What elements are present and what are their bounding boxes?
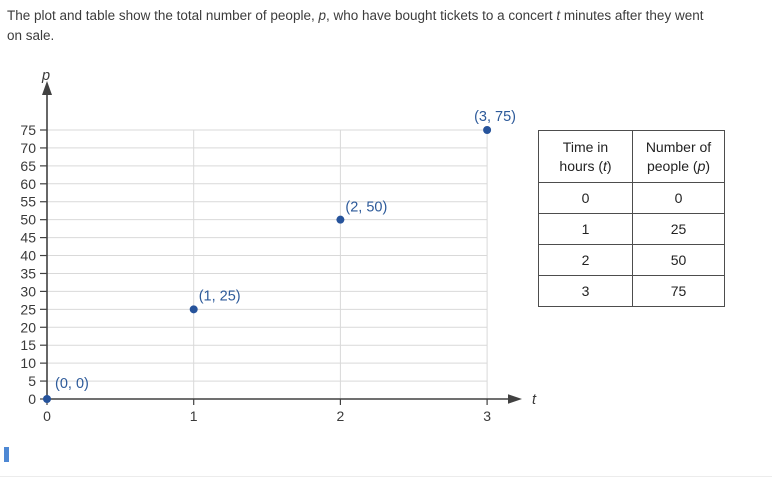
header-text: Time in: [562, 138, 609, 155]
header-text: ): [705, 157, 711, 174]
data-point-label: (0, 0): [55, 376, 89, 392]
y-tick-label: 45: [20, 230, 36, 246]
statement-text: on sale.: [7, 27, 55, 43]
x-axis-label: t: [532, 392, 537, 408]
table-header-time: Time in hours (t): [538, 130, 633, 183]
y-tick-label: 30: [20, 283, 36, 299]
y-tick-label: 50: [20, 212, 36, 228]
data-point-label: (2, 50): [345, 200, 387, 216]
y-tick-label: 55: [20, 194, 36, 210]
cell-p: 75: [632, 275, 725, 307]
data-table: Time in hours (t) Number of people (p) 0 0…: [538, 130, 725, 307]
var-p: p: [697, 157, 706, 174]
y-tick-label: 15: [20, 337, 36, 353]
statement-text: , who have bought tickets to a concert: [325, 8, 557, 23]
y-tick-label: 65: [20, 158, 36, 174]
data-point-label: (1, 25): [199, 288, 241, 304]
cell-t: 1: [538, 213, 633, 245]
y-tick-label: 35: [20, 265, 36, 281]
y-tick-label: 40: [20, 248, 36, 264]
var-t: t: [556, 8, 561, 23]
cell-t: 3: [538, 275, 633, 307]
cell-t: 0: [538, 182, 633, 214]
y-axis-arrow-icon: [42, 81, 52, 95]
statement-text: minutes after they went: [560, 8, 704, 23]
cell-p: 0: [632, 182, 725, 214]
y-tick-label: 25: [20, 301, 36, 317]
y-tick-label: 70: [20, 140, 36, 156]
x-tick-label: 0: [43, 408, 51, 424]
y-tick-label: 10: [20, 355, 36, 371]
x-axis-arrow-icon: [508, 394, 522, 404]
text-cursor: [4, 447, 9, 462]
y-tick-label: 75: [20, 122, 36, 138]
data-point: [43, 395, 51, 403]
var-p: p: [318, 8, 326, 23]
table-row: 1 25: [538, 213, 725, 245]
header-text: hours (: [559, 157, 603, 174]
table-header-row: Time in hours (t) Number of people (p): [538, 130, 725, 183]
statement-text: The plot and table show the total number…: [7, 8, 319, 23]
data-point: [336, 215, 345, 224]
header-text: ): [606, 157, 612, 174]
data-point: [483, 126, 492, 134]
divider: [0, 476, 772, 477]
table-header-people: Number of people (p): [632, 130, 725, 183]
cell-t: 2: [538, 244, 633, 276]
x-tick-label: 1: [190, 408, 198, 424]
problem-statement: The plot and table show the total number…: [7, 6, 765, 46]
cell-p: 50: [632, 244, 725, 276]
y-tick-label: 20: [20, 319, 36, 335]
x-tick-label: 3: [483, 408, 491, 424]
y-tick-label: 5: [28, 373, 36, 389]
x-tick-label: 2: [337, 408, 345, 424]
y-axis-label: p: [41, 68, 50, 84]
cell-p: 25: [632, 213, 725, 245]
table-row: 0 0: [538, 182, 725, 214]
header-text: people (: [646, 157, 698, 174]
header-text: Number of: [645, 138, 712, 155]
data-point: [189, 305, 198, 314]
y-tick-label: 60: [20, 176, 36, 192]
scatter-plot: 0 5 10 15 20 25 30 35 40 45 50 55 60 65 70 75 0 1 2 3 p t (0, …: [0, 55, 550, 433]
y-tick-label: 0: [28, 391, 36, 407]
table-row: 2 50: [538, 244, 725, 276]
table-row: 3 75: [538, 275, 725, 307]
data-point-label: (3, 75): [474, 109, 516, 125]
var-t: t: [603, 157, 607, 174]
